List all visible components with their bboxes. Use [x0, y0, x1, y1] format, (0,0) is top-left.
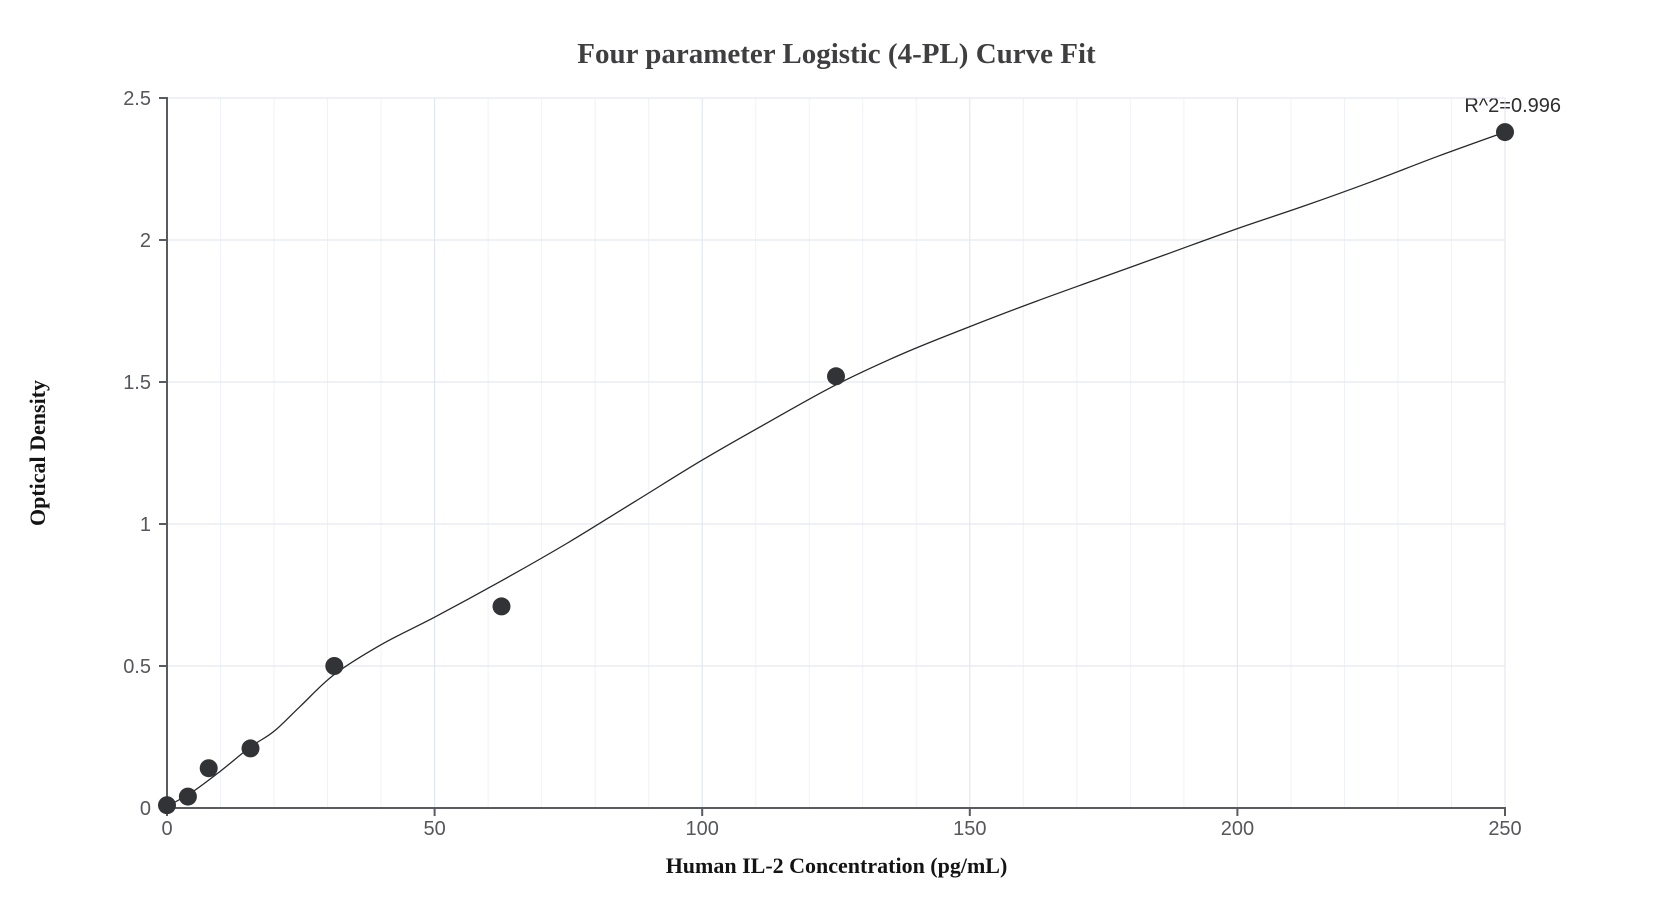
data-point	[492, 597, 511, 616]
x-tick-label: 0	[161, 818, 172, 840]
data-point	[241, 739, 260, 758]
chart-title: Four parameter Logistic (4-PL) Curve Fit	[577, 38, 1096, 70]
fit-curve-line	[166, 131, 1506, 808]
x-tick-label: 50	[423, 818, 445, 840]
data-point	[178, 787, 197, 806]
data-point	[199, 759, 218, 778]
y-tick-label: 2	[140, 230, 151, 252]
y-tick-label: 2.5	[123, 88, 151, 110]
data-point	[325, 657, 344, 675]
x-tick-label: 100	[686, 818, 719, 840]
y-tick-label: 1	[140, 514, 151, 536]
y-tick-label: 0	[140, 798, 151, 820]
data-point	[158, 796, 176, 815]
x-tick-label: 250	[1488, 818, 1521, 840]
data-point	[827, 367, 845, 386]
r-squared-annotation: R^2=0.996	[1464, 95, 1561, 117]
y-tick-label: 0.5	[123, 656, 151, 678]
x-axis-label: Human IL-2 Concentration (pg/mL)	[665, 853, 1008, 878]
x-tick-label: 200	[1221, 818, 1254, 840]
y-tick-label: 1.5	[123, 372, 151, 394]
x-tick-label: 150	[953, 818, 986, 840]
data-point	[1496, 123, 1514, 142]
